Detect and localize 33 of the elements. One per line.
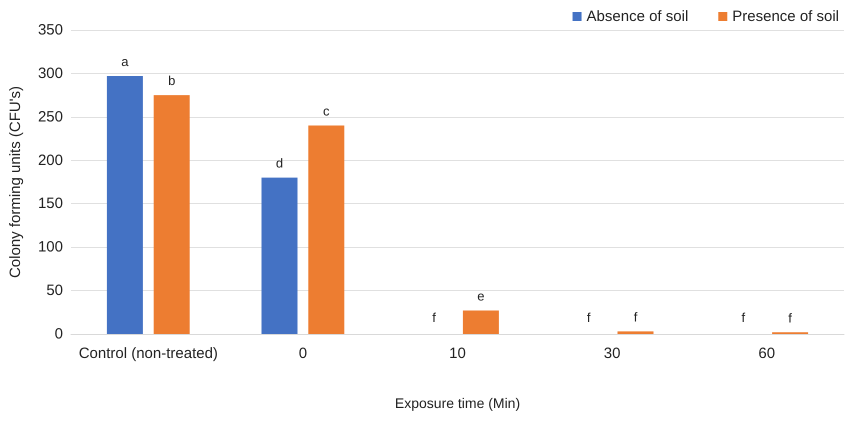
data-label: f [788,310,792,326]
legend-label: Presence of soil [732,8,840,25]
data-label: a [121,54,130,70]
bar [308,126,344,334]
y-tick-label: 250 [38,108,63,126]
data-label: f [634,309,638,324]
x-tick-label: 10 [449,345,466,362]
y-tick-label: 350 [38,22,63,38]
bar [618,331,654,334]
annotation: f [432,310,436,325]
legend-label: Absence of soil [586,8,688,25]
y-tick-label: 300 [38,64,63,82]
data-label: b [168,73,176,88]
data-label: d [276,156,284,171]
bar [262,178,298,334]
y-tick-label: 50 [46,282,63,300]
y-tick-label: 100 [38,238,63,256]
annotation: f [741,310,746,325]
x-tick-label: 0 [298,345,308,362]
x-axis-title: Exposure time (Min) [394,395,520,411]
x-tick-label: Control (non-treated) [78,345,218,362]
y-tick-label: 0 [54,326,63,342]
x-tick-label: 30 [604,345,620,362]
x-tick-label: 60 [758,345,776,362]
bar [462,310,499,334]
bar [154,95,190,334]
y-tick-label: 200 [38,152,63,169]
data-label: e [477,288,485,304]
y-tick-label: 150 [38,195,63,212]
annotation: f [586,310,591,325]
bar [106,76,143,334]
y-axis-title: Colony forming units (CFU's) [7,86,24,278]
data-label: c [323,104,330,119]
